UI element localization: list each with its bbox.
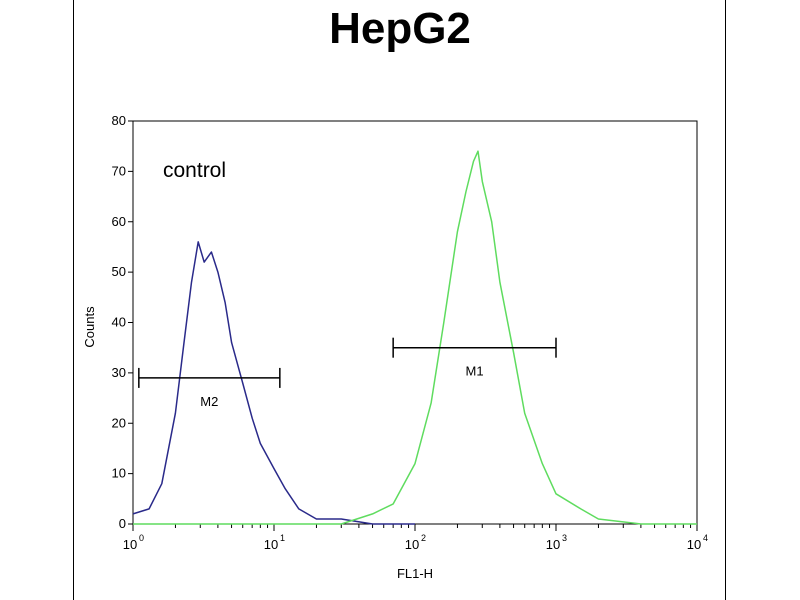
control-annotation: control bbox=[163, 159, 226, 182]
figure-frame bbox=[73, 0, 726, 600]
sample-histogram-line bbox=[133, 150, 697, 525]
y-tick-label: 10 bbox=[112, 466, 126, 481]
x-tick-exponent: 0 bbox=[139, 533, 144, 543]
x-axis-label: FL1-H bbox=[397, 566, 433, 581]
x-axis: 10 0 10 1 10 2 10 3 10 4 bbox=[123, 524, 708, 552]
x-tick-label: 10 bbox=[264, 537, 278, 552]
x-tick-label: 10 bbox=[405, 537, 419, 552]
y-tick-label: 20 bbox=[112, 415, 126, 430]
chart-title: HepG2 bbox=[329, 4, 471, 53]
marker-m2-label: M2 bbox=[200, 394, 218, 409]
x-tick-label: 10 bbox=[546, 537, 560, 552]
plot-area bbox=[132, 120, 698, 525]
x-tick-exponent: 1 bbox=[280, 533, 285, 543]
y-tick-label: 30 bbox=[112, 365, 126, 380]
x-tick-exponent: 2 bbox=[421, 533, 426, 543]
y-tick-label: 70 bbox=[112, 163, 126, 178]
y-axis: 0 10 20 30 40 50 60 70 80 bbox=[112, 113, 133, 531]
y-tick-label: 80 bbox=[112, 113, 126, 128]
marker-m1-label: M1 bbox=[466, 364, 484, 379]
x-tick-exponent: 4 bbox=[703, 533, 708, 543]
y-tick-label: 60 bbox=[112, 214, 126, 229]
x-tick-label: 10 bbox=[123, 537, 137, 552]
x-tick-label: 10 bbox=[687, 537, 701, 552]
y-tick-label: 40 bbox=[112, 315, 126, 330]
x-tick-exponent: 3 bbox=[562, 533, 567, 543]
y-tick-label: 50 bbox=[112, 264, 126, 279]
marker-group: M2 M1 bbox=[138, 337, 557, 409]
y-axis-label: Counts bbox=[82, 306, 97, 348]
y-tick-label: 0 bbox=[119, 516, 126, 531]
